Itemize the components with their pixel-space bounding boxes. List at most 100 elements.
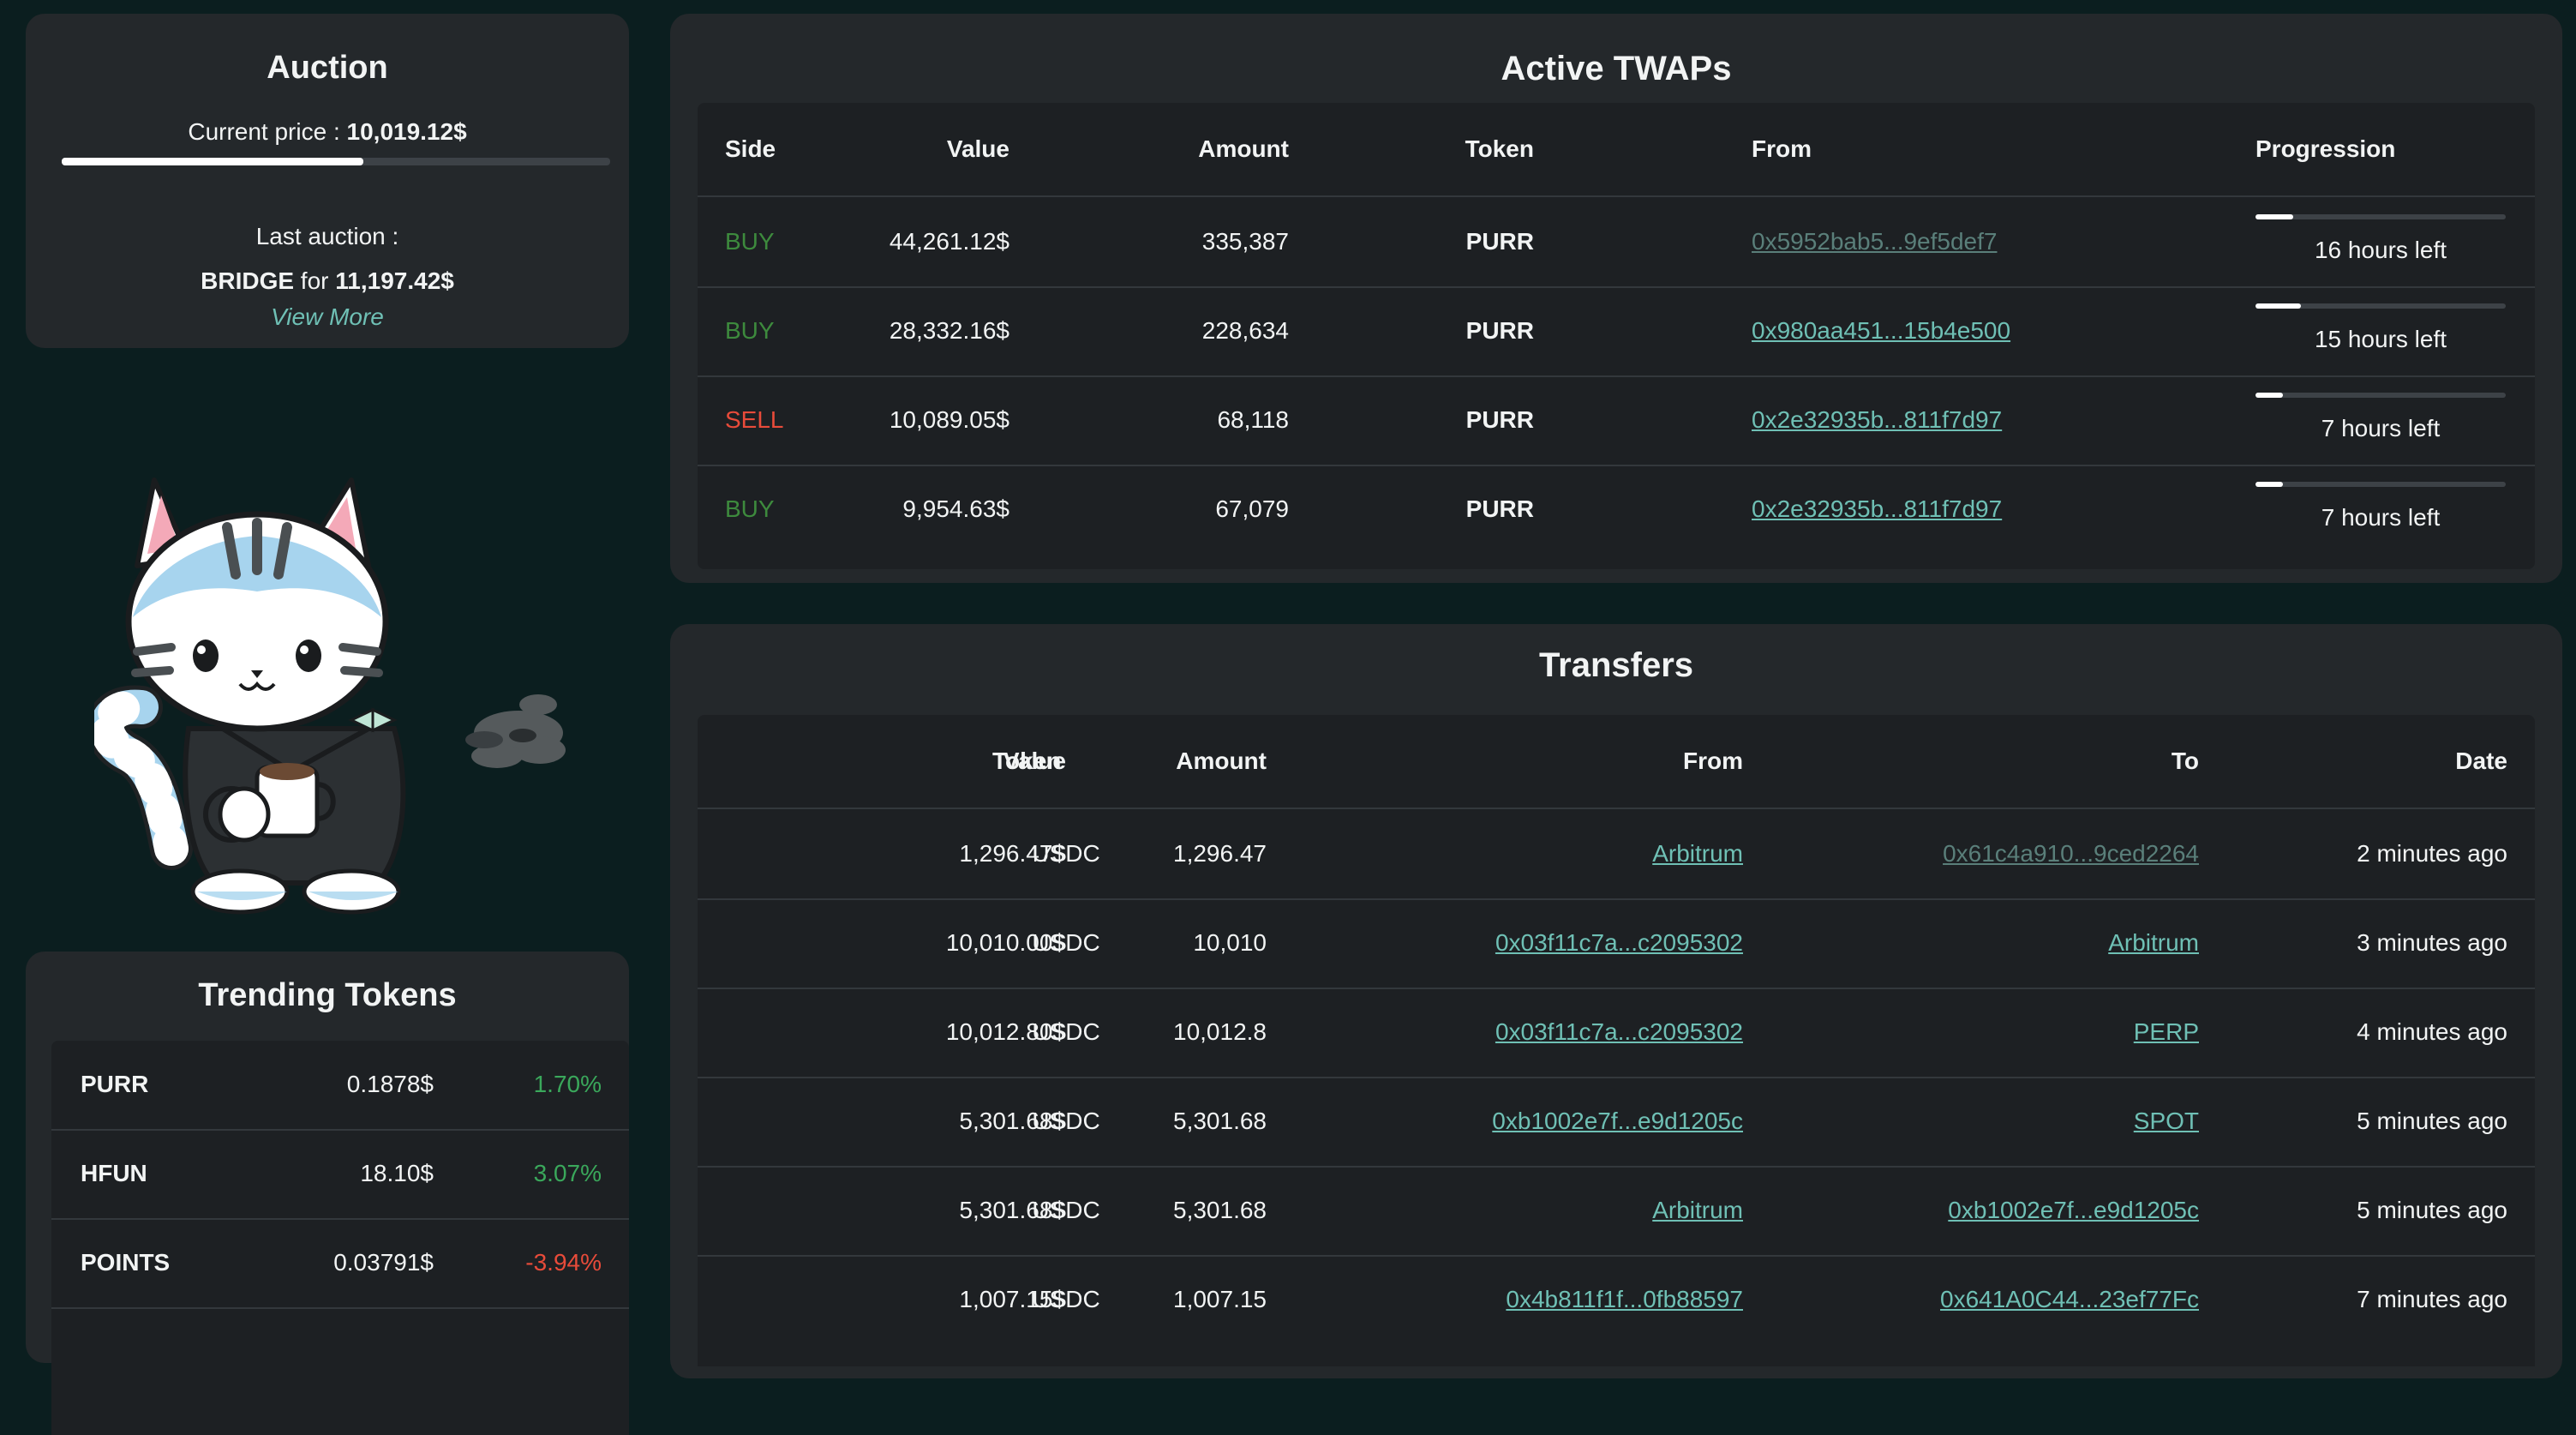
trending-row[interactable]: PURR 0.1878$ 1.70%: [51, 1041, 629, 1131]
token-cell: PURR: [1465, 228, 1534, 255]
active-twaps-card: Active TWAPs Side Value Amount Token Fro…: [670, 14, 2562, 583]
from-link[interactable]: 0x03f11c7a...c2095302: [1495, 1018, 1743, 1045]
col-amount[interactable]: Amount: [1198, 135, 1289, 162]
progress-fill: [2255, 303, 2301, 309]
col-date[interactable]: Date: [2455, 748, 2507, 774]
date-cell: 7 minutes ago: [2357, 1286, 2507, 1312]
table-row: BUY 9,954.63$ 67,079 PURR 0x2e32935b...8…: [698, 465, 2535, 554]
to-link[interactable]: SPOT: [2133, 1108, 2199, 1134]
token-cell: USDC: [1032, 840, 1100, 867]
col-from[interactable]: From: [1683, 748, 1743, 774]
col-to[interactable]: To: [2171, 748, 2199, 774]
token-cell: PURR: [1465, 495, 1534, 522]
col-value[interactable]: Value: [946, 135, 1009, 162]
trending-list: PURR 0.1878$ 1.70% HFUN 18.10$ 3.07% POI…: [51, 1041, 629, 1435]
progress-track: [2255, 393, 2506, 398]
transfers-card: Transfers Value Token Amount From To Dat…: [670, 624, 2562, 1378]
col-value[interactable]: Value: [1003, 748, 1066, 774]
amount-cell: 10,010: [1193, 929, 1267, 956]
from-address-link[interactable]: 0x2e32935b...811f7d97: [1752, 495, 2003, 522]
amount-cell: 67,079: [1215, 495, 1289, 522]
time-left: 7 hours left: [2321, 415, 2441, 441]
date-cell: 2 minutes ago: [2357, 840, 2507, 867]
table-row: BUY 44,261.12$ 335,387 PURR 0x5952bab5..…: [698, 197, 2535, 288]
token-price: 18.10$: [360, 1160, 434, 1186]
col-amount[interactable]: Amount: [1176, 748, 1267, 774]
to-link[interactable]: Arbitrum: [2108, 929, 2199, 956]
from-link[interactable]: Arbitrum: [1652, 840, 1743, 867]
from-address-link[interactable]: 0x980aa451...15b4e500: [1752, 317, 2011, 344]
last-auction-token: BRIDGE: [201, 267, 295, 294]
to-link[interactable]: 0x641A0C44...23ef77Fc: [1940, 1286, 2199, 1312]
to-link[interactable]: 0x61c4a910...9ced2264: [1943, 840, 2199, 867]
trending-row[interactable]: POINTS 0.03791$ -3.94%: [51, 1219, 629, 1309]
col-side[interactable]: Side: [725, 135, 776, 162]
token-cell: USDC: [1032, 1286, 1100, 1312]
time-left: 7 hours left: [2321, 504, 2441, 531]
from-address-link[interactable]: 0x2e32935b...811f7d97: [1752, 406, 2003, 433]
token-cell: USDC: [1032, 1197, 1100, 1223]
table-row: BUY 28,332.16$ 228,634 PURR 0x980aa451..…: [698, 286, 2535, 377]
table-row: 10,012.80$ USDC 10,012.8 0x03f11c7a...c2095…: [698, 988, 2535, 1078]
from-link[interactable]: Arbitrum: [1652, 1197, 1743, 1223]
amount-cell: 335,387: [1201, 228, 1289, 255]
col-token[interactable]: Token: [992, 748, 1062, 774]
amount-cell: 68,118: [1217, 406, 1289, 433]
transfers-table: Value Token Amount From To Date 1,296.47…: [698, 715, 2535, 1366]
table-row: SELL 10,089.05$ 68,118 PURR 0x2e32935b..…: [698, 375, 2535, 466]
col-from[interactable]: From: [1752, 135, 1812, 162]
steam-puff: [519, 694, 557, 715]
table-row: 10,010.00$ USDC 10,010 0x03f11c7a...c209530…: [698, 898, 2535, 989]
trending-title: Trending Tokens: [198, 977, 457, 1013]
last-auction-label: Last auction :: [255, 223, 399, 249]
date-cell: 5 minutes ago: [2357, 1108, 2507, 1134]
auction-card: Auction Current price : 10,019.12$ Last …: [26, 14, 629, 348]
trending-row[interactable]: HFUN 18.10$ 3.07%: [51, 1130, 629, 1220]
to-link[interactable]: PERP: [2133, 1018, 2199, 1045]
current-price-label: Current price :: [188, 118, 347, 145]
from-link[interactable]: 0x4b811f1f...0fb88597: [1506, 1286, 1743, 1312]
date-cell: 3 minutes ago: [2357, 929, 2507, 956]
from-link[interactable]: 0xb1002e7f...e9d1205c: [1492, 1108, 1743, 1134]
progress-fill: [2255, 393, 2284, 398]
token-change: 3.07%: [533, 1160, 602, 1186]
amount-cell: 5,301.68: [1173, 1197, 1267, 1223]
value-cell: 1,296.47$: [959, 840, 1066, 867]
value-cell: 10,089.05$: [889, 406, 1009, 433]
token-change: 1.70%: [533, 1071, 602, 1097]
date-cell: 4 minutes ago: [2357, 1018, 2507, 1045]
auction-title: Auction: [267, 50, 388, 86]
table-header: Side Value Amount Token From Progression: [698, 103, 2535, 197]
value-cell: 5,301.68$: [959, 1197, 1066, 1223]
view-more-link[interactable]: View More: [271, 303, 384, 330]
token-cell: USDC: [1032, 1018, 1100, 1045]
to-link[interactable]: 0xb1002e7f...e9d1205c: [1948, 1197, 2199, 1223]
last-auction-for: for: [294, 267, 336, 294]
amount-cell: 5,301.68: [1173, 1108, 1267, 1134]
right-eye: [296, 639, 321, 672]
date-cell: 5 minutes ago: [2357, 1197, 2507, 1223]
twaps-title: Active TWAPs: [1501, 50, 1732, 87]
token-cell: PURR: [1465, 317, 1534, 344]
value-cell: 5,301.68$: [959, 1108, 1066, 1134]
progress-track: [2255, 214, 2506, 219]
progress-track: [2255, 482, 2506, 487]
twaps-table: Side Value Amount Token From Progression…: [698, 103, 2535, 569]
trending-tokens-card: Trending Tokens PURR 0.1878$ 1.70% HFUN …: [26, 952, 629, 1435]
col-progression[interactable]: Progression: [2255, 135, 2396, 162]
current-price: Current price : 10,019.12$: [26, 118, 629, 146]
side-cell: BUY: [725, 228, 775, 255]
from-address-link[interactable]: 0x5952bab5...9ef5def7: [1752, 228, 1998, 255]
token-cell: USDC: [1032, 1108, 1100, 1134]
token-price: 0.1878$: [346, 1071, 434, 1097]
table-row: 5,301.68$ USDC 5,301.68 Arbitrum 0xb1002e7f.…: [698, 1166, 2535, 1257]
table-row: 1,296.47$ USDC 1,296.47 Arbitrum 0x61c4a910.…: [698, 809, 2535, 900]
side-cell: SELL: [725, 406, 784, 433]
token-symbol: POINTS: [81, 1249, 171, 1276]
token-change: -3.94%: [525, 1249, 602, 1276]
from-link[interactable]: 0x03f11c7a...c2095302: [1495, 929, 1743, 956]
value-cell: 28,332.16$: [889, 317, 1009, 344]
cat-mascot-illustration: [94, 477, 566, 915]
col-token[interactable]: Token: [1465, 135, 1534, 162]
table-row: 5,301.68$ USDC 5,301.68 0xb1002e7f...e9d120…: [698, 1077, 2535, 1168]
